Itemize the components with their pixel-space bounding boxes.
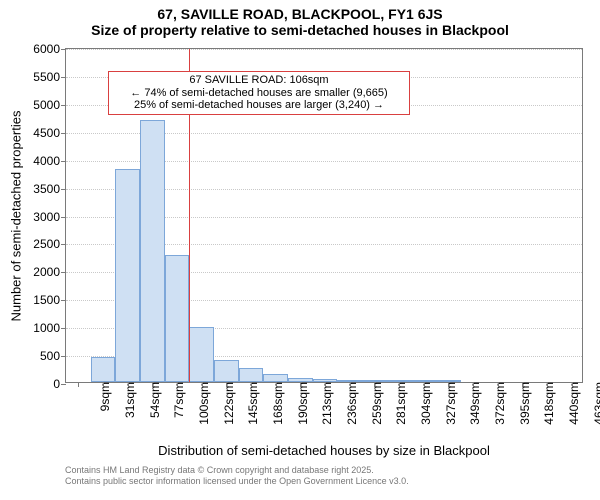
annotation-line: 67 SAVILLE ROAD: 106sqm: [113, 74, 405, 87]
ytick-label: 3000: [33, 210, 66, 224]
histogram-bar: [91, 357, 116, 382]
ytick-label: 2000: [33, 265, 66, 279]
ytick-label: 2500: [33, 237, 66, 251]
annotation-line: ← 74% of semi-detached houses are smalle…: [113, 87, 405, 100]
histogram-bar: [263, 374, 288, 382]
ytick-label: 5000: [33, 98, 66, 112]
y-axis-title: Number of semi-detached properties: [9, 110, 24, 321]
chart-container: 67, SAVILLE ROAD, BLACKPOOL, FY1 6JS Siz…: [0, 0, 600, 500]
histogram-bar: [239, 368, 264, 382]
ytick-label: 3500: [33, 182, 66, 196]
footer-line2: Contains public sector information licen…: [65, 476, 409, 487]
chart-title-line2: Size of property relative to semi-detach…: [0, 22, 600, 38]
gridline: [66, 49, 582, 50]
histogram-bar: [214, 360, 239, 382]
ytick-label: 5500: [33, 70, 66, 84]
annotation-box: 67 SAVILLE ROAD: 106sqm← 74% of semi-det…: [108, 71, 410, 115]
ytick-label: 1500: [33, 293, 66, 307]
annotation-line: 25% of semi-detached houses are larger (…: [113, 99, 405, 112]
histogram-bar: [140, 120, 165, 382]
ytick-label: 6000: [33, 42, 66, 56]
histogram-bar: [165, 255, 190, 382]
ytick-label: 0: [53, 377, 66, 391]
histogram-bar: [115, 169, 140, 382]
ytick-label: 4000: [33, 154, 66, 168]
ytick-label: 500: [40, 349, 66, 363]
xtick-label: 463sqm: [572, 382, 600, 425]
x-axis-title: Distribution of semi-detached houses by …: [158, 443, 490, 458]
histogram-bar: [189, 327, 214, 382]
chart-footer: Contains HM Land Registry data © Crown c…: [65, 465, 409, 487]
ytick-label: 1000: [33, 321, 66, 335]
plot-area: 0500100015002000250030003500400045005000…: [65, 48, 583, 383]
ytick-label: 4500: [33, 126, 66, 140]
chart-title-line1: 67, SAVILLE ROAD, BLACKPOOL, FY1 6JS: [0, 0, 600, 22]
footer-line1: Contains HM Land Registry data © Crown c…: [65, 465, 409, 476]
